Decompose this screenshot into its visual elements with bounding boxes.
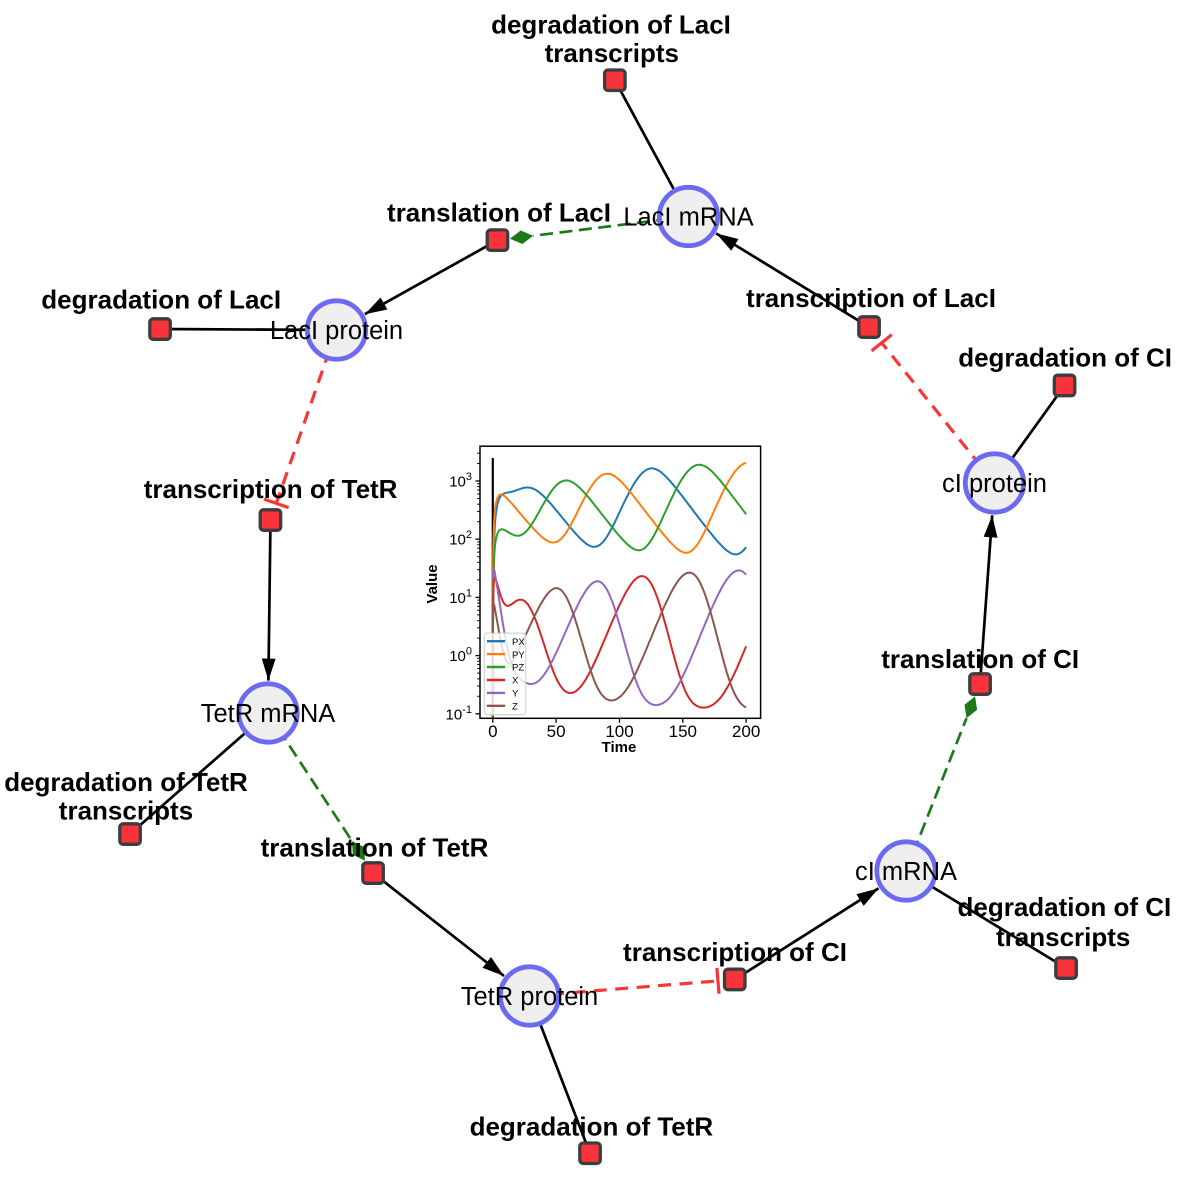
svg-text:TetR protein: TetR protein: [461, 983, 599, 1011]
svg-text:200: 200: [732, 722, 760, 741]
svg-text:degradation of LacI: degradation of LacI: [491, 9, 731, 39]
svg-text:transcripts: transcripts: [59, 796, 193, 826]
svg-text:degradation of TetR: degradation of TetR: [470, 1112, 714, 1142]
svg-text:PX: PX: [512, 637, 525, 648]
svg-text:LacI mRNA: LacI mRNA: [623, 204, 753, 232]
svg-text:150: 150: [669, 722, 697, 741]
svg-text:100: 100: [605, 722, 633, 741]
svg-text:Time: Time: [602, 739, 637, 756]
svg-text:50: 50: [547, 722, 566, 741]
svg-text:translation of LacI: translation of LacI: [387, 198, 611, 228]
svg-text:transcripts: transcripts: [996, 922, 1130, 952]
svg-text:translation of CI: translation of CI: [881, 644, 1079, 674]
svg-text:Value: Value: [424, 564, 441, 603]
svg-text:transcription of LacI: transcription of LacI: [746, 283, 996, 313]
svg-text:degradation of TetR: degradation of TetR: [4, 767, 248, 797]
svg-text:degradation of CI: degradation of CI: [958, 343, 1172, 373]
svg-text:transcription of CI: transcription of CI: [623, 937, 847, 967]
svg-text:TetR mRNA: TetR mRNA: [201, 700, 336, 728]
svg-text:degradation of LacI: degradation of LacI: [41, 285, 281, 315]
svg-text:transcripts: transcripts: [545, 38, 679, 68]
svg-text:0: 0: [488, 722, 497, 741]
svg-text:cI protein: cI protein: [942, 470, 1047, 498]
svg-text:PZ: PZ: [512, 663, 524, 674]
svg-text:PY: PY: [512, 650, 525, 661]
svg-text:Y: Y: [512, 689, 519, 700]
svg-text:X: X: [512, 676, 519, 687]
svg-text:LacI protein: LacI protein: [270, 317, 403, 345]
svg-text:degradation of CI: degradation of CI: [958, 892, 1172, 922]
svg-text:transcription of TetR: transcription of TetR: [144, 474, 398, 504]
svg-text:Z: Z: [512, 702, 518, 713]
svg-text:translation of TetR: translation of TetR: [261, 833, 489, 863]
svg-text:cI mRNA: cI mRNA: [855, 858, 957, 886]
